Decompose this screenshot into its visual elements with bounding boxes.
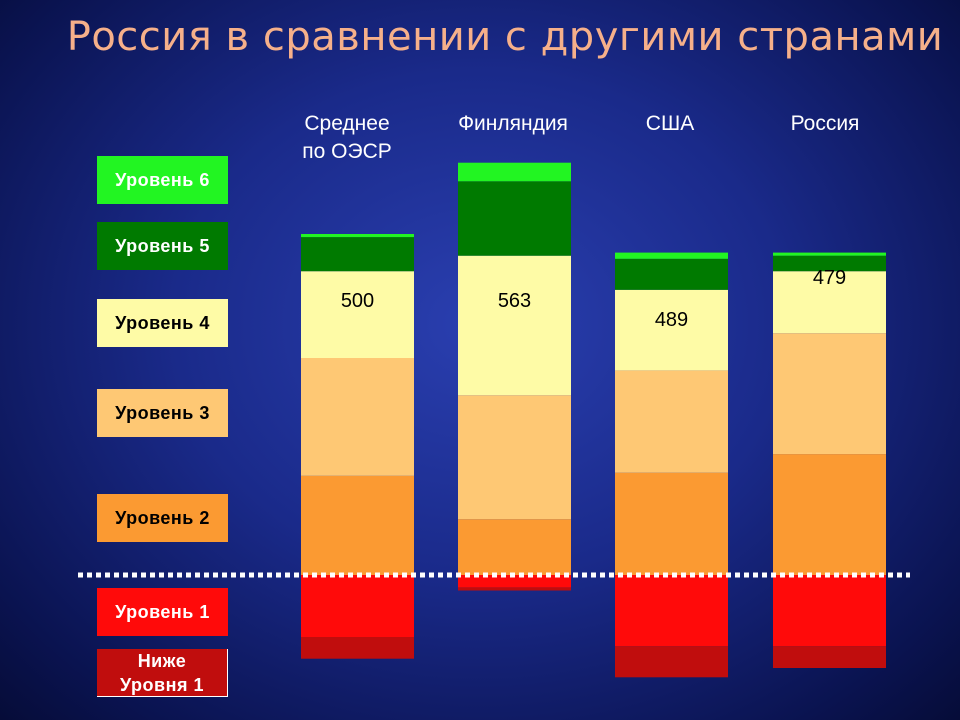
bar-segment-level-5-1: [458, 181, 571, 256]
bar-segment-level-3-3: [773, 333, 886, 455]
bar-segment-level-4-2: [615, 289, 728, 371]
category-label-3: Россия: [790, 112, 860, 135]
legend-level-4: Уровень 4: [97, 299, 228, 347]
bar-segment-level-5-3: [773, 255, 886, 272]
bar-segment-below-1-0: [301, 637, 414, 659]
legend-below-1: Ниже Уровня 1: [97, 649, 228, 697]
category-label-2: США: [645, 112, 695, 135]
bar-segment-level-2-1: [458, 519, 571, 575]
legend-label: Уровень 4: [115, 313, 210, 333]
bar-segment-level-3-2: [615, 370, 728, 473]
legend-level-3: Уровень 3: [97, 389, 228, 437]
mean-score-label-0: 500: [341, 290, 374, 312]
page-title: Россия в сравнении с другими странами: [66, 14, 944, 60]
bar-segment-level-4-1: [458, 255, 571, 396]
category-label-1: Финляндия: [458, 112, 568, 135]
bar-segment-level-5-2: [615, 258, 728, 290]
mean-score-label-3: 479: [813, 267, 846, 289]
legend-level-5: Уровень 5: [97, 222, 228, 270]
bar-segment-level-1-1: [458, 575, 571, 588]
bar-segment-level-3-1: [458, 395, 571, 520]
legend-level-1: Уровень 1: [97, 588, 228, 636]
bar-segment-level-1-3: [773, 575, 886, 647]
legend-label: Уровень 6: [115, 170, 210, 190]
bar-segment-level-6-0: [301, 234, 414, 238]
bar-segment-below-1-2: [615, 646, 728, 678]
mean-score-label-2: 489: [655, 309, 688, 331]
bar-segment-level-2-0: [301, 475, 414, 575]
bar-segment-level-5-0: [301, 237, 414, 272]
bar-segment-level-6-1: [458, 162, 571, 182]
legend-label: Ниже Уровня 1: [120, 650, 204, 695]
bar-segment-level-4-3: [773, 271, 886, 334]
bar-segment-level-6-3: [773, 252, 886, 256]
legend-label: Уровень 2: [115, 508, 210, 528]
legend-label: Уровень 5: [115, 236, 210, 256]
bar-segment-level-6-2: [615, 252, 728, 259]
bar-segment-level-2-3: [773, 454, 886, 575]
legend-label: Уровень 1: [115, 602, 210, 622]
mean-score-label-1: 563: [498, 290, 531, 312]
bar-segment-level-1-0: [301, 575, 414, 637]
category-label-0: Среднее по ОЭСР: [302, 112, 392, 163]
bar-segment-below-1-3: [773, 646, 886, 668]
bar-segment-level-3-0: [301, 358, 414, 476]
legend-level-2: Уровень 2: [97, 494, 228, 542]
legend-label: Уровень 3: [115, 403, 210, 423]
legend-level-6: Уровень 6: [97, 156, 228, 204]
bar-segment-level-2-2: [615, 472, 728, 575]
bar-segment-below-1-1: [458, 587, 571, 591]
bar-segment-level-4-0: [301, 271, 414, 358]
bar-segment-level-1-2: [615, 575, 728, 647]
